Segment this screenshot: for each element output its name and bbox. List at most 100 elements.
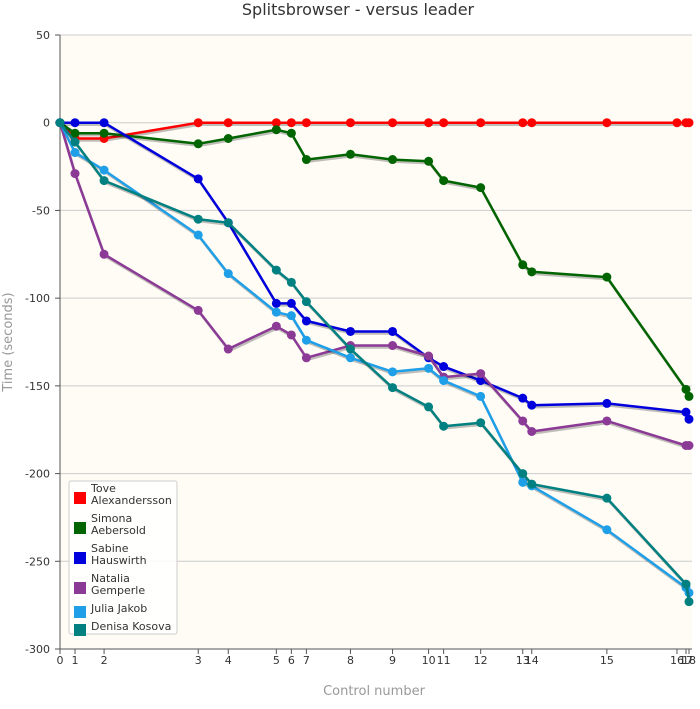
legend-swatch (74, 582, 86, 594)
data-point (439, 362, 449, 372)
data-point (388, 367, 398, 377)
data-point (271, 307, 281, 317)
data-point (193, 305, 203, 315)
legend-swatch (74, 522, 86, 534)
data-point (388, 118, 398, 128)
legend-label: Alexandersson (91, 494, 172, 507)
data-point (681, 579, 691, 589)
legend-swatch (74, 624, 86, 636)
legend-label: Denisa Kosova (91, 620, 171, 633)
legend-label: Gemperle (91, 584, 145, 597)
chart-title: Splitsbrowser - versus leader (242, 0, 475, 19)
data-point (223, 344, 233, 354)
x-tick-label: 5 (273, 654, 280, 667)
legend-label: Hauswirth (91, 554, 147, 567)
data-point (439, 376, 449, 386)
y-axis-label: Time (seconds) (1, 292, 16, 392)
legend-label: Julia Jakob (90, 602, 147, 615)
data-point (99, 165, 109, 175)
data-point (301, 335, 311, 345)
x-tick-label: 15 (600, 654, 614, 667)
data-point (99, 128, 109, 138)
data-point (518, 118, 528, 128)
data-point (476, 369, 486, 379)
data-point (193, 118, 203, 128)
series-line-shadow (60, 123, 692, 399)
x-tick-label: 13 (516, 654, 530, 667)
legend-label: Tove (90, 482, 116, 495)
data-point (684, 597, 694, 607)
data-point (388, 155, 398, 165)
series-denisa-kosova (55, 118, 694, 607)
data-point (518, 477, 528, 487)
data-point (345, 344, 355, 354)
x-tick-label: 9 (389, 654, 396, 667)
x-tick-label: 11 (437, 654, 451, 667)
data-point (286, 118, 296, 128)
data-point (271, 298, 281, 308)
series-natalia-gemperle (55, 118, 694, 451)
x-tick-label: 8 (347, 654, 354, 667)
data-point (476, 118, 486, 128)
data-point (70, 118, 80, 128)
series-simona-aebersold (55, 118, 694, 401)
data-point (99, 249, 109, 259)
data-point (527, 118, 537, 128)
series-tove-alexandersson (55, 118, 694, 144)
x-tick-label: 14 (525, 654, 539, 667)
legend-label: Natalia (91, 572, 130, 585)
data-point (70, 128, 80, 138)
data-point (223, 218, 233, 228)
data-point (684, 441, 694, 451)
data-point (271, 118, 281, 128)
data-point (684, 118, 694, 128)
legend-label: Aebersold (91, 524, 146, 537)
data-point (388, 383, 398, 393)
x-tick-label: 12 (474, 654, 488, 667)
data-point (527, 426, 537, 436)
data-point (518, 416, 528, 426)
data-point (70, 148, 80, 158)
data-point (301, 118, 311, 128)
data-point (286, 330, 296, 340)
x-tick-label: 1 (72, 654, 79, 667)
data-point (223, 134, 233, 144)
data-point (99, 176, 109, 186)
x-tick-label: 17 (679, 654, 693, 667)
data-point (301, 316, 311, 326)
data-point (439, 176, 449, 186)
data-point (527, 479, 537, 489)
y-tick-label: -250 (25, 555, 50, 568)
data-point (70, 137, 80, 147)
data-point (388, 326, 398, 336)
data-point (345, 326, 355, 336)
data-point (527, 267, 537, 277)
data-point (301, 297, 311, 307)
data-point (424, 402, 434, 412)
data-point (286, 277, 296, 287)
data-point (672, 118, 682, 128)
data-point (271, 321, 281, 331)
data-point (301, 155, 311, 165)
data-point (602, 493, 612, 503)
y-tick-label: -50 (32, 204, 50, 217)
data-point (476, 183, 486, 193)
legend-item-denisa-kosova: Denisa Kosova (74, 620, 171, 636)
data-point (602, 416, 612, 426)
x-tick-label: 4 (225, 654, 232, 667)
data-point (684, 414, 694, 424)
x-tick-label: 16 (670, 654, 684, 667)
y-axis: 50 0 -50 -100 -150 -200 -250 -300 (25, 29, 61, 656)
data-point (193, 139, 203, 149)
data-point (424, 363, 434, 373)
x-tick-label: 18 (682, 654, 696, 667)
data-point (527, 400, 537, 410)
data-point (439, 421, 449, 431)
y-tick-label: -100 (25, 292, 50, 305)
data-point (424, 156, 434, 166)
data-point (602, 525, 612, 535)
